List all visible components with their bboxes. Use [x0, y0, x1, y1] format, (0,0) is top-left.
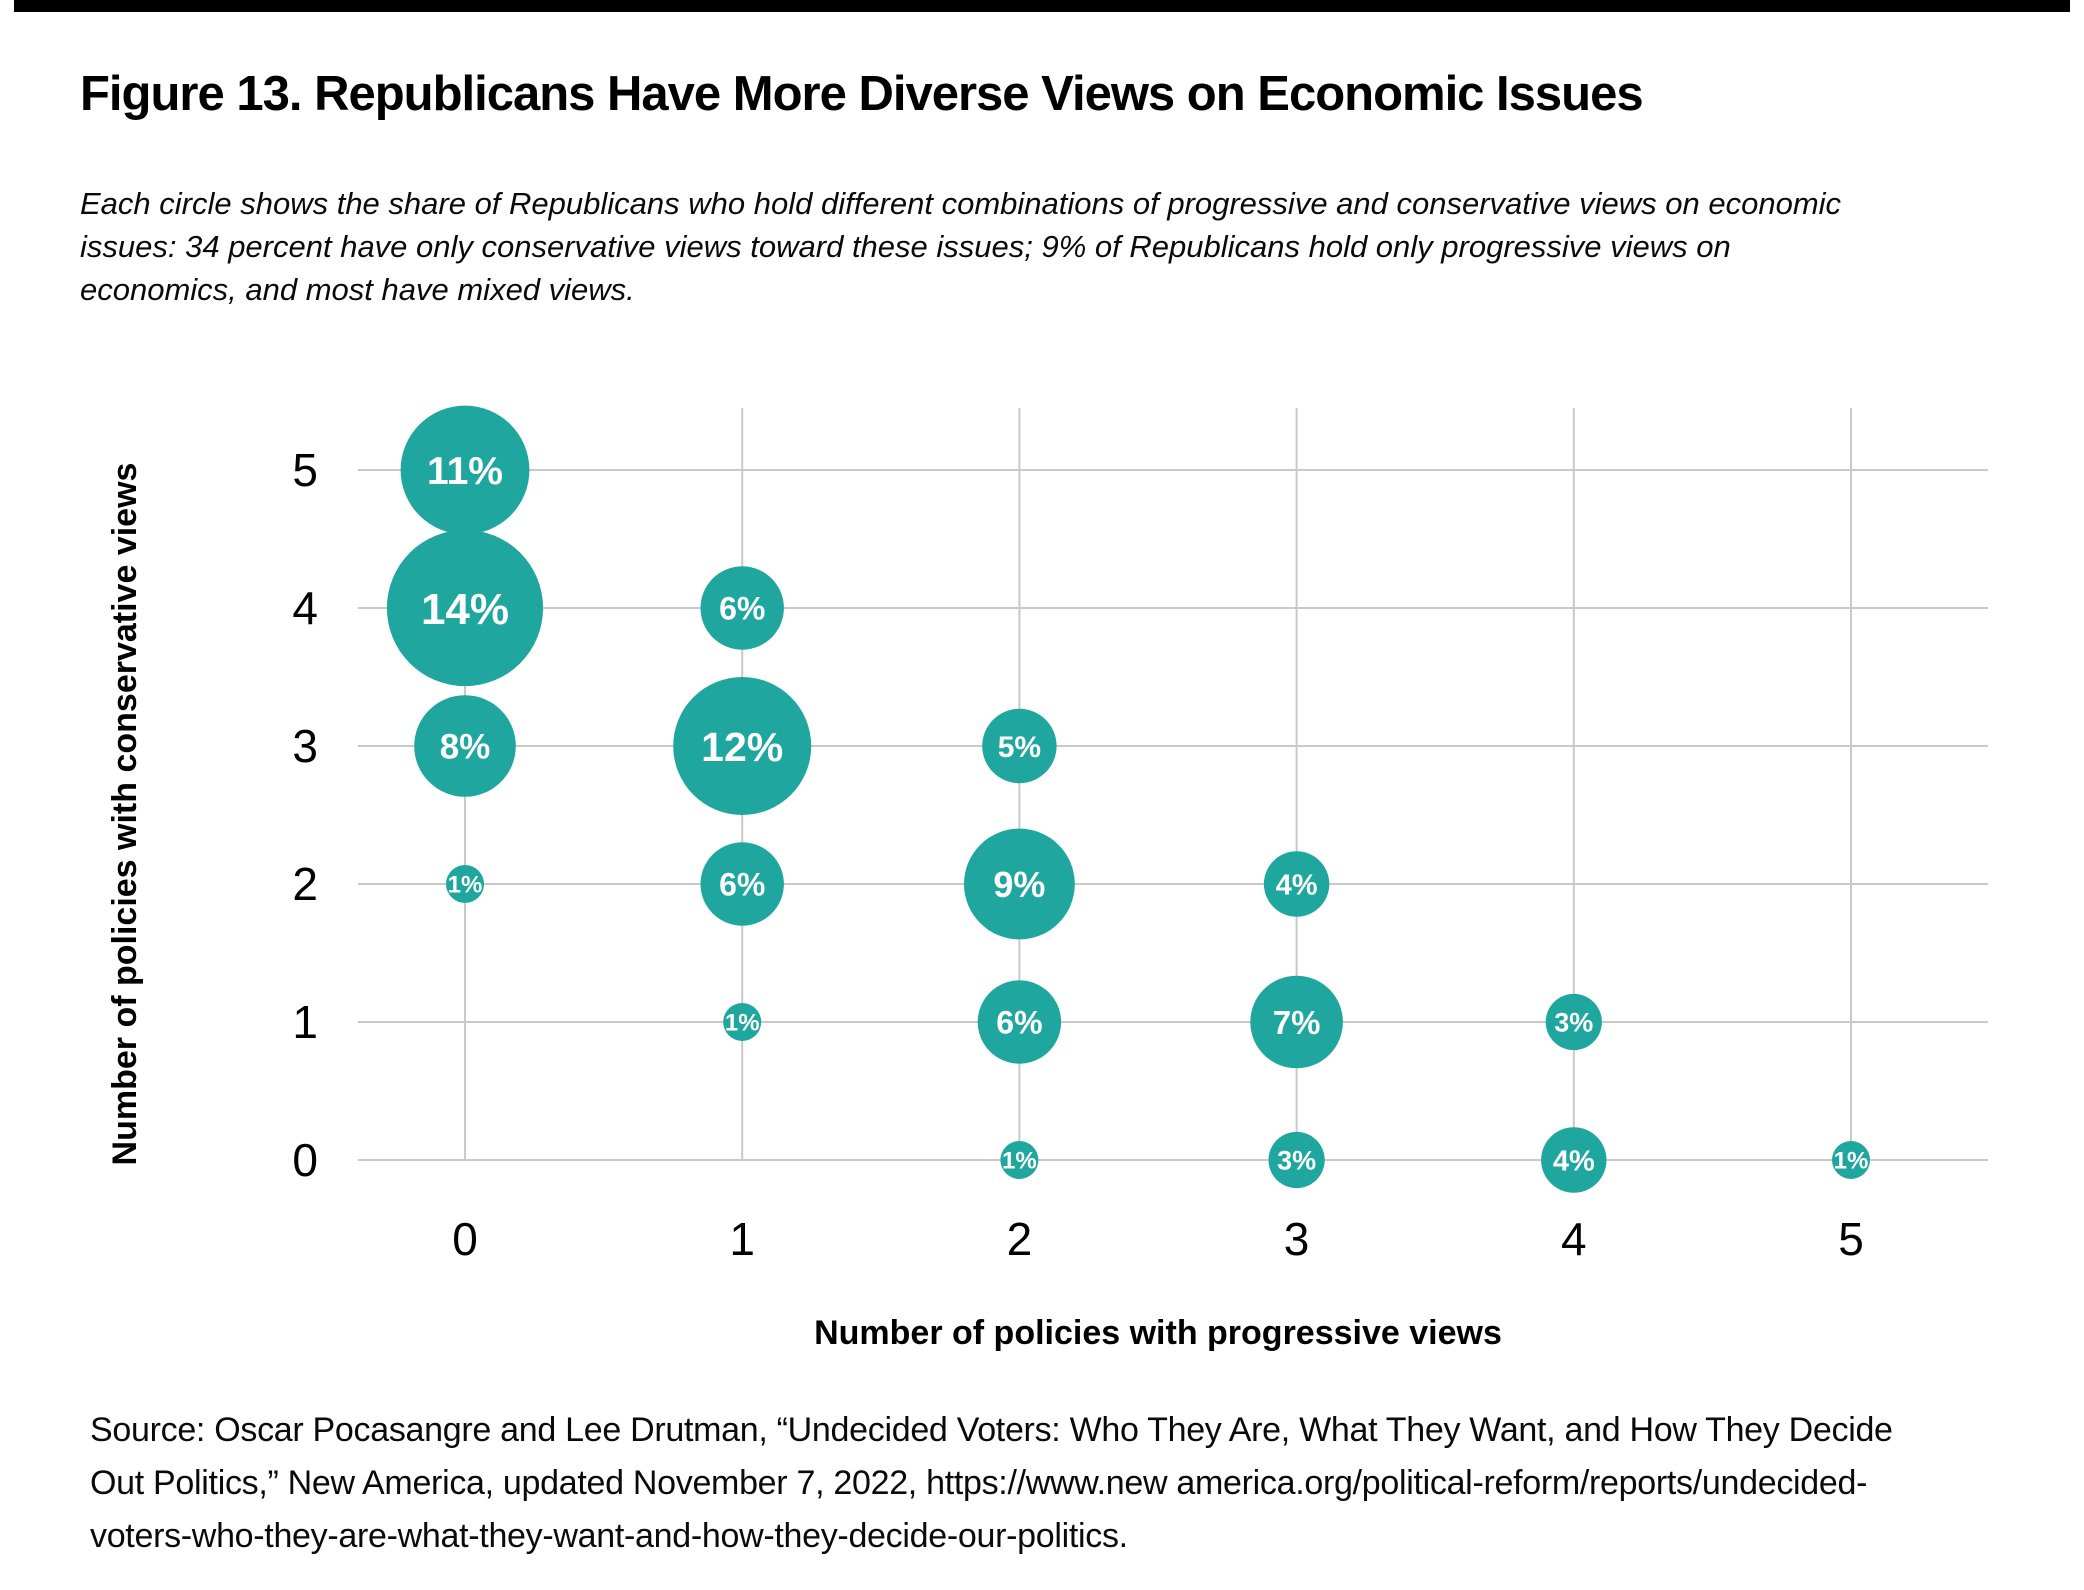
bubble-0-4: [386, 529, 544, 687]
x-tick-label-2: 2: [1007, 1213, 1033, 1265]
y-axis-title: Number of policies with conservative vie…: [106, 463, 144, 1166]
bubble-label-2-3: 5%: [998, 731, 1041, 764]
bubble-label-4-0: 4%: [1553, 1145, 1595, 1177]
bubble-label-5-0: 1%: [1834, 1148, 1869, 1175]
bubble-label-1-3: 12%: [701, 724, 783, 770]
text-line: Out Politics,” New America, updated Nove…: [90, 1464, 1868, 1502]
bubble-label-1-4: 6%: [719, 591, 765, 627]
bubble-2-1: [977, 980, 1062, 1064]
bubble-label-4-1: 3%: [1554, 1008, 1593, 1038]
text-line: issues: 34 percent have only conservativ…: [80, 229, 1731, 264]
bubble-label-0-2: 1%: [448, 872, 483, 899]
bubble-label-1-2: 6%: [719, 867, 765, 903]
bubble-label-2-2: 9%: [993, 864, 1045, 905]
bubble-label-2-1: 6%: [996, 1005, 1042, 1041]
bubble-0-3: [414, 695, 516, 797]
x-tick-label-0: 0: [452, 1213, 478, 1265]
bubble-label-1-1: 1%: [725, 1010, 760, 1037]
bubble-3-2: [1263, 851, 1330, 917]
bubble-label-0-3: 8%: [440, 728, 491, 767]
bubble-4-0: [1541, 1127, 1607, 1193]
y-tick-label-0: 0: [292, 1134, 318, 1186]
bubble-1-4: [700, 566, 784, 650]
bubble-label-0-4: 14%: [421, 585, 509, 634]
figure-title: Figure 13. Republicans Have More Diverse…: [80, 67, 1644, 121]
x-tick-label-4: 4: [1561, 1213, 1587, 1265]
text-line: voters-who-they-are-what-they-want-and-h…: [90, 1517, 1128, 1555]
bubble-2-2: [964, 828, 1075, 940]
text-line: economics, and most have mixed views.: [80, 272, 635, 307]
y-tick-label-4: 4: [292, 582, 318, 634]
bubble-1-2: [700, 842, 784, 926]
figure-subtitle: Each circle shows the share of Republica…: [80, 182, 1841, 311]
bubble-1-1: [723, 1003, 762, 1041]
bubble-label-3-1: 7%: [1273, 1004, 1321, 1041]
bubble-label-3-2: 4%: [1276, 869, 1318, 901]
text-line: Each circle shows the share of Republica…: [80, 186, 1842, 221]
x-axis-title: Number of policies with progressive view…: [814, 1314, 1502, 1352]
bubble-2-3: [982, 708, 1057, 784]
bubble-3-1: [1250, 975, 1343, 1069]
x-tick-label-1: 1: [729, 1213, 755, 1265]
bubble-0-5: [400, 405, 530, 535]
text-line: Source: Oscar Pocasangre and Lee Drutman…: [90, 1411, 1893, 1449]
bubble-2-0: [1000, 1141, 1039, 1179]
y-tick-label-2: 2: [292, 858, 318, 910]
bubble-3-0: [1268, 1131, 1325, 1189]
y-tick-label-5: 5: [292, 444, 318, 496]
bubble-label-0-5: 11%: [427, 450, 503, 493]
x-tick-label-5: 5: [1838, 1213, 1864, 1265]
y-tick-label-3: 3: [292, 720, 318, 772]
bubble-label-3-0: 3%: [1277, 1146, 1316, 1176]
top-border-rule: [14, 0, 2070, 12]
bubble-5-0: [1832, 1141, 1870, 1179]
bubble-label-2-0: 1%: [1002, 1148, 1037, 1175]
bubble-4-1: [1545, 993, 1602, 1051]
x-tick-label-3: 3: [1284, 1213, 1310, 1265]
y-tick-label-1: 1: [292, 996, 318, 1048]
bubble-1-3: [673, 677, 812, 815]
bubble-0-2: [446, 865, 484, 903]
source-note: Source: Oscar Pocasangre and Lee Drutman…: [90, 1404, 1893, 1563]
